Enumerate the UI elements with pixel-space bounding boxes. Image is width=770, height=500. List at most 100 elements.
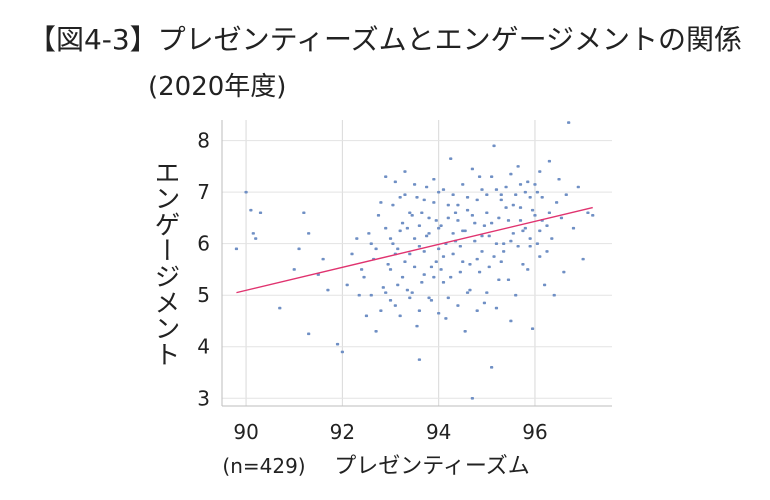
data-point bbox=[564, 193, 568, 197]
data-point bbox=[441, 281, 446, 284]
y-tick-label: 5 bbox=[197, 283, 210, 307]
data-point bbox=[533, 183, 537, 186]
data-point bbox=[487, 265, 491, 269]
data-point bbox=[557, 177, 561, 181]
data-point bbox=[432, 201, 436, 204]
data-point bbox=[412, 183, 417, 186]
data-point bbox=[485, 211, 489, 215]
data-point bbox=[490, 175, 494, 178]
label-layer: プレゼンティーズム (n=429) エンゲージメント bbox=[150, 159, 530, 479]
data-point bbox=[485, 291, 489, 294]
data-point bbox=[249, 208, 253, 212]
data-point bbox=[420, 281, 424, 284]
data-point bbox=[528, 237, 532, 240]
data-point bbox=[439, 224, 443, 227]
data-point bbox=[381, 286, 385, 289]
data-point bbox=[545, 250, 549, 253]
data-point bbox=[355, 237, 359, 240]
data-point bbox=[234, 247, 239, 251]
data-point bbox=[562, 270, 566, 274]
data-point bbox=[369, 293, 373, 297]
chart-title: 【図4-3】プレゼンティーズムとエンゲージメントの関係 bbox=[27, 23, 743, 56]
data-point bbox=[526, 180, 530, 184]
data-point bbox=[388, 299, 393, 302]
y-tick-label: 8 bbox=[197, 129, 210, 153]
data-point bbox=[475, 309, 479, 312]
data-point bbox=[427, 216, 431, 220]
data-point bbox=[297, 247, 301, 251]
data-point bbox=[461, 183, 465, 186]
data-point bbox=[470, 396, 474, 400]
data-point bbox=[398, 229, 402, 233]
y-axis-label: エンゲージメント bbox=[150, 159, 180, 367]
data-point bbox=[345, 283, 349, 287]
data-point bbox=[384, 226, 388, 230]
data-point bbox=[384, 291, 388, 294]
data-point bbox=[326, 288, 330, 292]
data-point bbox=[441, 255, 446, 258]
data-point bbox=[456, 219, 460, 222]
data-point bbox=[490, 366, 494, 369]
data-point bbox=[388, 268, 393, 271]
data-point bbox=[335, 342, 340, 346]
data-point bbox=[417, 244, 422, 248]
data-point bbox=[412, 265, 417, 269]
data-point bbox=[540, 195, 544, 199]
data-point bbox=[521, 229, 525, 233]
data-point bbox=[307, 332, 311, 336]
data-point bbox=[396, 283, 400, 287]
data-point bbox=[451, 252, 455, 256]
data-point bbox=[429, 265, 434, 269]
data-point bbox=[405, 288, 409, 292]
data-point bbox=[521, 262, 525, 266]
data-point bbox=[552, 293, 556, 297]
data-point bbox=[523, 190, 527, 194]
data-point bbox=[490, 221, 494, 225]
data-point bbox=[292, 268, 296, 271]
data-point bbox=[417, 224, 422, 227]
data-point bbox=[499, 260, 503, 264]
data-point bbox=[530, 208, 535, 212]
data-point bbox=[482, 301, 487, 305]
data-point bbox=[422, 273, 426, 276]
data-point bbox=[535, 190, 539, 194]
data-point bbox=[470, 214, 474, 217]
data-point bbox=[571, 226, 576, 230]
data-point bbox=[451, 193, 455, 197]
data-point bbox=[400, 275, 405, 279]
data-point bbox=[458, 244, 462, 248]
data-point bbox=[514, 293, 518, 297]
data-point bbox=[509, 319, 513, 323]
data-point bbox=[403, 170, 407, 173]
data-point bbox=[429, 299, 434, 302]
data-point bbox=[497, 216, 501, 220]
data-point bbox=[379, 201, 383, 204]
data-point bbox=[427, 296, 431, 300]
data-point bbox=[470, 167, 474, 171]
data-point bbox=[362, 275, 366, 279]
data-point bbox=[516, 165, 520, 168]
data-point bbox=[518, 219, 523, 222]
data-point bbox=[473, 239, 477, 243]
y-tick-label: 3 bbox=[197, 386, 210, 410]
data-point bbox=[340, 350, 344, 354]
data-point bbox=[506, 278, 511, 282]
data-point bbox=[307, 232, 311, 235]
data-point bbox=[405, 226, 409, 230]
data-point bbox=[357, 293, 361, 297]
data-point bbox=[403, 260, 407, 264]
data-point bbox=[441, 188, 446, 191]
data-point bbox=[533, 214, 537, 217]
data-point bbox=[410, 214, 414, 217]
data-point bbox=[492, 144, 496, 148]
data-point bbox=[465, 195, 470, 199]
y-tick-label: 6 bbox=[197, 232, 210, 256]
y-tick-label: 7 bbox=[197, 180, 210, 204]
data-point bbox=[437, 311, 441, 315]
data-point bbox=[437, 226, 441, 230]
data-point bbox=[494, 188, 499, 191]
data-point bbox=[374, 247, 378, 251]
data-point bbox=[499, 198, 503, 202]
